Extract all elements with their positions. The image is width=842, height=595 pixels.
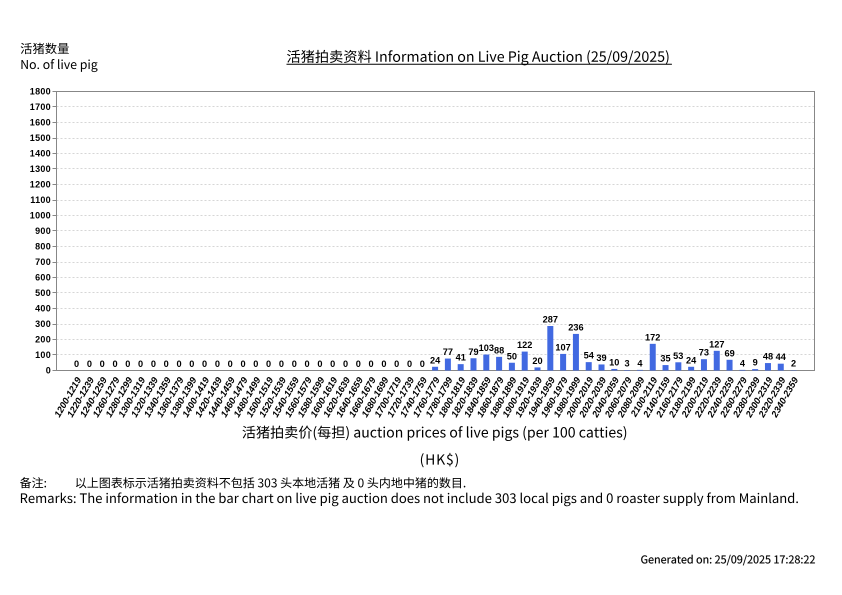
svg-text:700: 700 xyxy=(35,257,51,267)
svg-text:1400: 1400 xyxy=(30,149,51,159)
svg-text:0: 0 xyxy=(279,359,284,369)
svg-text:20: 20 xyxy=(532,356,542,366)
svg-text:50: 50 xyxy=(507,351,517,361)
svg-text:600: 600 xyxy=(35,273,51,283)
svg-text:0: 0 xyxy=(356,359,361,369)
svg-text:0: 0 xyxy=(100,359,105,369)
svg-text:1800: 1800 xyxy=(30,87,51,97)
svg-text:24: 24 xyxy=(430,355,441,365)
svg-text:69: 69 xyxy=(724,348,734,358)
svg-text:0: 0 xyxy=(125,359,130,369)
svg-text:10: 10 xyxy=(609,357,619,367)
svg-text:0: 0 xyxy=(87,359,92,369)
svg-text:0: 0 xyxy=(394,359,399,369)
svg-text:48: 48 xyxy=(763,352,773,362)
svg-text:800: 800 xyxy=(35,242,51,252)
svg-text:2: 2 xyxy=(791,359,796,369)
svg-text:0: 0 xyxy=(228,359,233,369)
svg-text:0: 0 xyxy=(420,359,425,369)
svg-text:0: 0 xyxy=(317,359,322,369)
svg-text:41: 41 xyxy=(456,353,466,363)
svg-text:4: 4 xyxy=(637,358,643,368)
svg-text:35: 35 xyxy=(660,354,670,364)
svg-text:54: 54 xyxy=(584,351,595,361)
svg-text:122: 122 xyxy=(517,340,532,350)
svg-text:1300: 1300 xyxy=(30,164,51,174)
svg-text:0: 0 xyxy=(343,359,348,369)
svg-text:24: 24 xyxy=(686,355,697,365)
svg-text:39: 39 xyxy=(596,353,606,363)
svg-text:172: 172 xyxy=(645,332,660,342)
svg-text:0: 0 xyxy=(74,359,79,369)
svg-text:0: 0 xyxy=(253,359,258,369)
svg-text:1000: 1000 xyxy=(30,211,51,221)
svg-text:1200: 1200 xyxy=(30,180,51,190)
svg-text:79: 79 xyxy=(468,347,478,357)
svg-text:44: 44 xyxy=(776,352,787,362)
svg-text:1500: 1500 xyxy=(30,133,51,143)
svg-text:900: 900 xyxy=(35,226,51,236)
svg-text:1600: 1600 xyxy=(30,118,51,128)
svg-text:236: 236 xyxy=(568,322,583,332)
svg-text:0: 0 xyxy=(202,359,207,369)
svg-text:127: 127 xyxy=(709,339,724,349)
svg-text:73: 73 xyxy=(699,348,709,358)
svg-text:0: 0 xyxy=(381,359,386,369)
svg-text:0: 0 xyxy=(112,359,117,369)
svg-text:4: 4 xyxy=(740,358,746,368)
svg-text:0: 0 xyxy=(407,359,412,369)
svg-text:1100: 1100 xyxy=(30,195,51,205)
svg-text:287: 287 xyxy=(543,315,558,325)
svg-text:77: 77 xyxy=(443,347,453,357)
svg-text:0: 0 xyxy=(240,359,245,369)
svg-text:200: 200 xyxy=(35,335,51,345)
svg-text:500: 500 xyxy=(35,288,51,298)
svg-text:0: 0 xyxy=(151,359,156,369)
svg-text:103: 103 xyxy=(479,343,494,353)
svg-text:3: 3 xyxy=(625,359,630,369)
svg-text:0: 0 xyxy=(176,359,181,369)
svg-text:0: 0 xyxy=(138,359,143,369)
svg-text:0: 0 xyxy=(189,359,194,369)
svg-text:107: 107 xyxy=(555,342,570,352)
svg-text:0: 0 xyxy=(215,359,220,369)
svg-text:88: 88 xyxy=(494,345,504,355)
svg-text:400: 400 xyxy=(35,304,51,314)
svg-text:0: 0 xyxy=(369,359,374,369)
svg-text:9: 9 xyxy=(753,358,758,368)
svg-text:0: 0 xyxy=(305,359,310,369)
svg-text:0: 0 xyxy=(292,359,297,369)
svg-text:0: 0 xyxy=(46,366,51,376)
svg-text:300: 300 xyxy=(35,319,51,329)
svg-text:1700: 1700 xyxy=(30,102,51,112)
svg-text:100: 100 xyxy=(35,350,51,360)
svg-text:53: 53 xyxy=(673,351,683,361)
svg-text:0: 0 xyxy=(330,359,335,369)
svg-text:0: 0 xyxy=(266,359,271,369)
svg-text:0: 0 xyxy=(164,359,169,369)
